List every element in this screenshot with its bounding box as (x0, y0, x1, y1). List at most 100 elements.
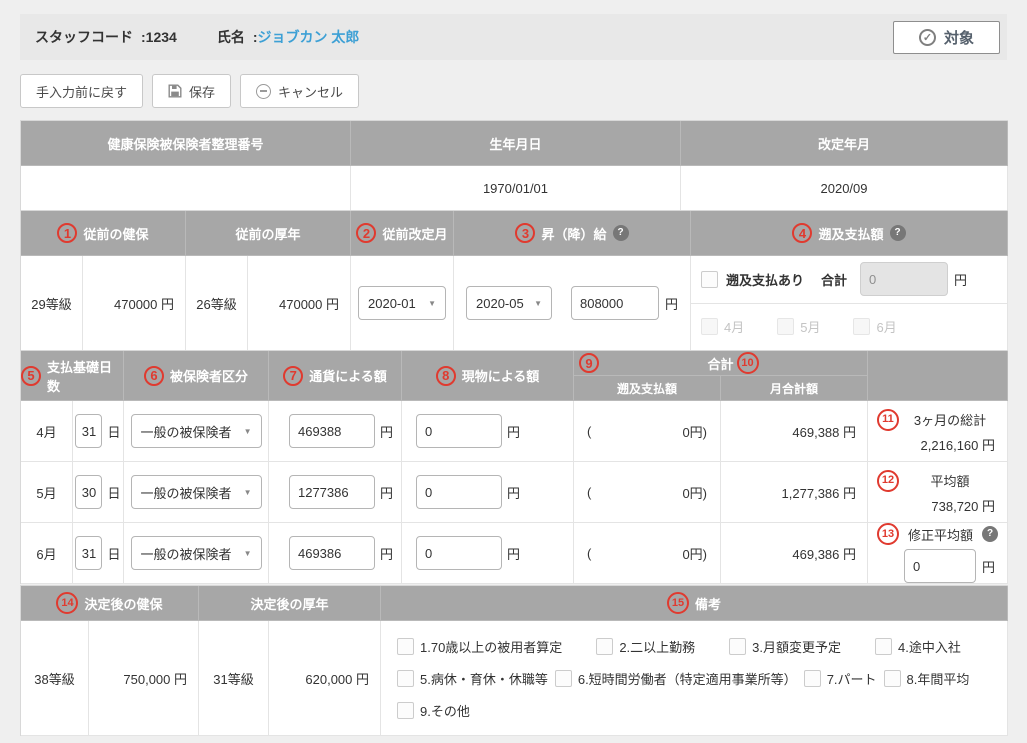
currency-input-april[interactable] (288, 414, 375, 448)
header-decided-kosei-label: 決定後の厚年 (250, 596, 329, 612)
remarks-cell: 1.70歳以上の被用者算定 2.二以上勤務 3.月額変更予定 4.途中入社 5.… (381, 621, 1008, 736)
revert-button[interactable]: 手入力前に戻す (20, 74, 144, 108)
minus-circle-icon (256, 83, 272, 99)
adjusted-average-input[interactable] (903, 549, 976, 583)
raise-month-select[interactable]: 2020-05 ▼ (466, 286, 552, 320)
birth-date-value: 1970/01/01 (351, 166, 681, 211)
currency-input-may[interactable] (288, 475, 375, 509)
remark-checkbox-2[interactable] (596, 637, 614, 655)
name-colon: : (252, 29, 258, 45)
remark-item-9: 9.その他 (397, 701, 470, 720)
circle-number-7: 7 (283, 365, 304, 386)
header-total: 9 合計 10 (574, 351, 868, 376)
currency-input-june[interactable] (288, 536, 375, 570)
days-input-april[interactable] (75, 414, 103, 448)
header-insured-number: 健康保険被保険者整理番号 (21, 121, 351, 166)
save-button[interactable]: 保存 (152, 74, 232, 108)
april-checkbox (701, 318, 718, 336)
remark-item-2: 2.二以上勤務 (596, 637, 695, 656)
yen-unit: 円 (379, 485, 393, 501)
remark-label-1: 1.70歳以上の被用者算定 (420, 639, 563, 655)
header-by-currency-label: 通貨による額 (309, 369, 387, 384)
in-kind-input-may[interactable] (416, 475, 502, 509)
april-label: 4月 (724, 320, 745, 336)
remark-item-5: 5.病休・育休・休職等 (397, 669, 548, 688)
prev-revision-select[interactable]: 2020-01 ▼ (358, 286, 446, 320)
target-button[interactable]: ✓ 対象 (892, 21, 1000, 54)
month-label-april: 4月 (21, 401, 73, 462)
insured-type-select-april[interactable]: 一般の被保険者 ▼ (130, 414, 262, 448)
yen-unit: 円 (954, 272, 968, 288)
circle-number-8: 8 (435, 365, 456, 386)
header-month-total: 月合計額 (721, 376, 868, 401)
june-checkbox (853, 318, 871, 336)
insured-type-select-june[interactable]: 一般の被保険者 ▼ (130, 536, 262, 570)
staff-name-link[interactable]: ジョブカン 太郎 (257, 29, 360, 45)
circle-number-13: 13 (877, 523, 899, 545)
help-icon[interactable]: ? (612, 225, 629, 241)
raise-amount-input[interactable] (570, 286, 659, 320)
adjusted-average-cell: 13 修正平均額 ? 円 (868, 523, 1008, 584)
decided-kenpo-grade: 38等級 (21, 621, 89, 736)
header-in-kind-label: 現物による額 (461, 369, 540, 384)
in-kind-input-june[interactable] (416, 536, 502, 570)
header-summary-corner (868, 351, 1008, 401)
header-salary-raise: 3 昇（降）給 ? (454, 211, 691, 256)
retro-paid-value: 0円) (682, 424, 707, 440)
cancel-button-label: キャンセル (278, 84, 344, 100)
circle-number-11: 11 (877, 408, 899, 431)
header-retro-paid-label: 遡及支払額 (616, 381, 677, 396)
retro-month-june: 6月 (853, 317, 897, 336)
circle-number-1: 1 (57, 223, 78, 243)
remark-checkbox-8[interactable] (883, 669, 901, 687)
retro-payment-checkbox[interactable] (701, 270, 718, 288)
chevron-down-icon: ▼ (534, 298, 542, 308)
help-icon[interactable]: ? (982, 526, 998, 542)
header-retro-payment-label: 遡及支払額 (818, 226, 884, 242)
adjusted-average-label: 修正平均額 (907, 527, 973, 543)
circle-number-15: 15 (666, 592, 689, 614)
remark-item-7: 7.パート (803, 669, 877, 688)
toolbar: 手入力前に戻す 保存 キャンセル (20, 74, 360, 108)
chevron-down-icon: ▼ (243, 548, 252, 558)
days-input-may[interactable] (75, 475, 103, 509)
day-unit: 日 (107, 424, 121, 440)
currency-cell-june: 円 (269, 523, 402, 584)
remark-checkbox-4[interactable] (875, 637, 892, 655)
yen-unit: 円 (981, 559, 995, 575)
yen-unit: 円 (507, 424, 521, 440)
yen-unit: 円 (507, 485, 521, 501)
remark-label-4: 4.途中入社 (898, 639, 961, 655)
days-cell-may: 日 (73, 462, 124, 523)
prev-kenpo-grade: 29等級 (21, 256, 83, 351)
remark-checkbox-5[interactable] (397, 669, 414, 687)
help-icon[interactable]: ? (889, 225, 906, 241)
remark-checkbox-6[interactable] (554, 669, 572, 687)
header-revision-month: 改定年月 (681, 121, 1008, 166)
header-month-total-label: 月合計額 (769, 381, 818, 396)
in-kind-input-april[interactable] (416, 414, 502, 448)
day-unit: 日 (107, 485, 121, 501)
insured-type-cell-june: 一般の被保険者 ▼ (124, 523, 269, 584)
days-input-june[interactable] (75, 536, 103, 570)
header-remarks: 15 備考 (381, 586, 1008, 621)
prev-kenpo-amount: 470000 円 (83, 256, 186, 351)
insured-type-select-may[interactable]: 一般の被保険者 ▼ (130, 475, 262, 509)
insured-number-value (21, 166, 351, 211)
header-total-label: 合計 (707, 356, 734, 372)
remark-checkbox-1[interactable] (397, 637, 414, 655)
retro-top-row: 遡及支払あり 合計 円 (691, 256, 1007, 303)
may-checkbox (777, 318, 795, 336)
remark-checkbox-3[interactable] (729, 637, 747, 655)
chevron-down-icon: ▼ (243, 426, 252, 436)
staff-code-label: スタッフコード (35, 29, 133, 45)
cancel-button[interactable]: キャンセル (240, 74, 360, 108)
circle-number-5: 5 (21, 365, 41, 386)
retro-month-may: 5月 (777, 317, 820, 336)
remark-checkbox-9[interactable] (397, 701, 414, 719)
in-kind-cell-june: 円 (402, 523, 574, 584)
staff-code-colon: : (141, 29, 146, 45)
remark-checkbox-7[interactable] (803, 669, 821, 687)
decided-kosei-grade: 31等級 (199, 621, 269, 736)
